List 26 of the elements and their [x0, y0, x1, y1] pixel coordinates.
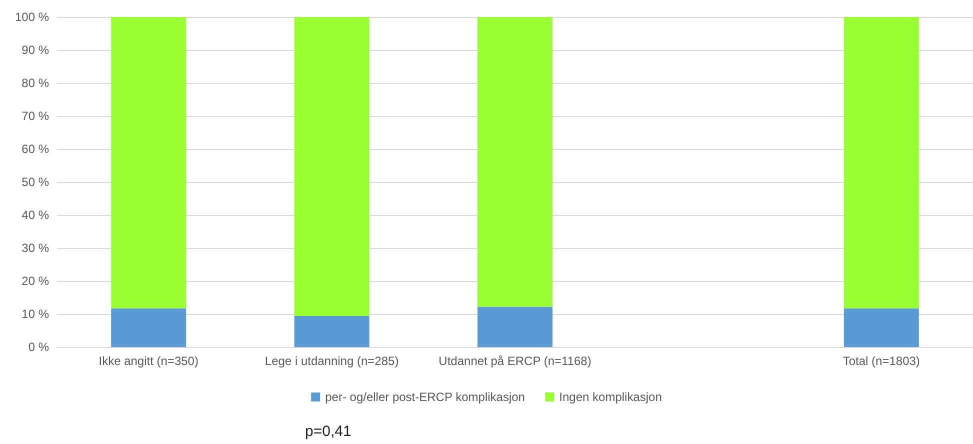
- bar: [844, 308, 919, 347]
- y-tick-label: 60 %: [22, 142, 50, 156]
- y-tick-label: 50 %: [22, 175, 50, 189]
- x-tick-label: Lege i utdanning (n=285): [264, 354, 399, 368]
- y-tick-label: 20 %: [22, 274, 50, 288]
- bar: [478, 17, 552, 307]
- x-tick-label: Utdannet på ERCP (n=1168): [438, 354, 592, 368]
- bar: [111, 17, 186, 308]
- x-tick-label: Total (n=1803): [842, 354, 920, 368]
- y-tick-label: 100 %: [14, 10, 50, 24]
- bar: [111, 308, 186, 347]
- text: p=0,41: [305, 423, 352, 440]
- y-tick-label: 0 %: [28, 340, 50, 354]
- y-tick-label: 40 %: [22, 208, 50, 222]
- legend-label: per- og/eller post-ERCP komplikasjon: [325, 390, 525, 404]
- bar: [294, 17, 370, 316]
- bar: [478, 306, 552, 347]
- y-tick-label: 10 %: [22, 307, 50, 321]
- bar: [294, 316, 370, 347]
- bar: [844, 17, 919, 308]
- legend-label: Ingen komplikasjon: [559, 390, 662, 404]
- x-tick-label: Ikke angitt (n=350): [98, 354, 198, 368]
- y-tick-label: 70 %: [22, 109, 50, 123]
- y-tick-label: 80 %: [22, 76, 50, 90]
- y-tick-label: 30 %: [22, 241, 50, 255]
- y-tick-label: 90 %: [22, 43, 50, 57]
